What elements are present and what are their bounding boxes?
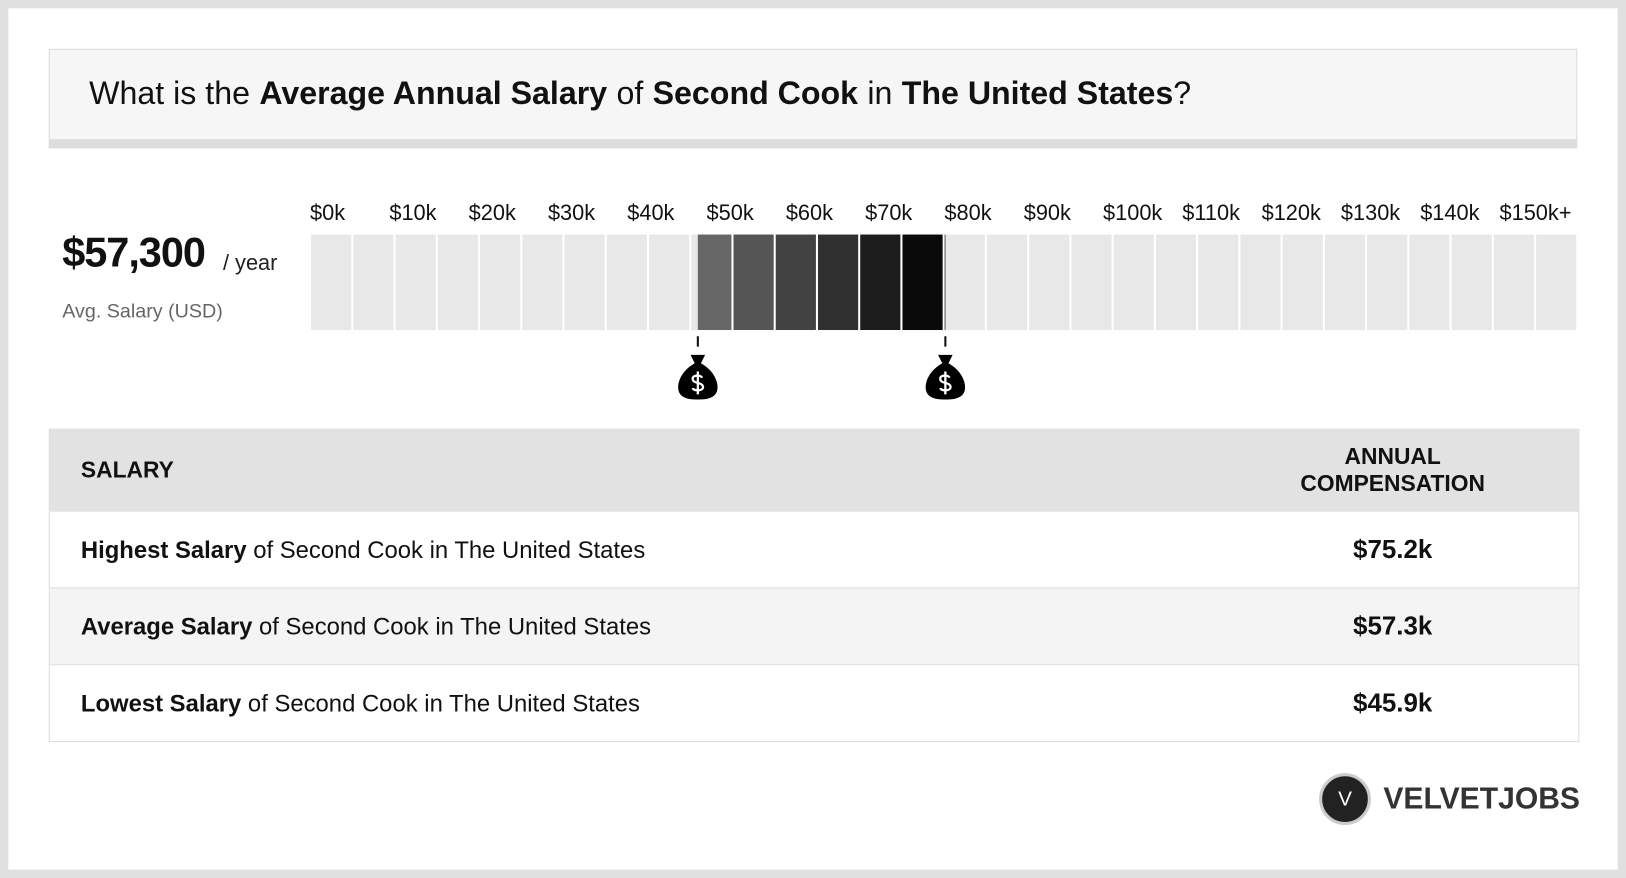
scale-cell <box>1451 234 1492 331</box>
scale-cell <box>311 234 352 331</box>
title-part: ? <box>1173 74 1192 112</box>
tick-label: $20k <box>469 200 516 225</box>
table-header: SALARY ANNUAL COMPENSATION <box>49 429 1579 511</box>
scale-cell <box>1029 234 1070 331</box>
money-bag <box>678 354 718 400</box>
tick-label: $60k <box>786 200 833 225</box>
range-segment <box>860 234 901 331</box>
tick-label: $10k <box>389 200 436 225</box>
tick-label: $40k <box>627 200 674 225</box>
tick-label: $120k <box>1262 200 1321 225</box>
header-cell: ANNUAL COMPENSATION <box>1300 443 1486 497</box>
scale-cell <box>353 234 394 331</box>
tick-label: $100k <box>1103 200 1162 225</box>
title-part: in <box>867 74 893 112</box>
scale-cell <box>1240 234 1281 331</box>
tick-label: $30k <box>548 200 595 225</box>
title-part: The United States <box>901 74 1174 112</box>
avg-caption: Avg. Salary (USD) <box>62 300 223 323</box>
scale-cell <box>480 234 521 331</box>
tick-label: $50k <box>707 200 754 225</box>
range-segment <box>733 234 774 331</box>
scale-cell <box>1536 234 1577 331</box>
scale-cell <box>522 234 563 331</box>
range-segment <box>697 234 732 331</box>
salary-scale: $0k $10k $20k $30k $40k $50k $60k $70k $80k $90k $… <box>310 200 1577 400</box>
title: What is the Average Annual Salary of Second… <box>89 75 1191 112</box>
range-segment <box>817 234 859 331</box>
scale-cell <box>1409 234 1450 331</box>
tick-label: $150k+ <box>1500 200 1572 225</box>
scale-cell <box>1324 234 1366 331</box>
range-segment <box>944 234 946 331</box>
tick-label: $70k <box>865 200 912 225</box>
label-bold: Lowest Salary <box>80 689 242 717</box>
header-cell: SALARY <box>80 456 174 483</box>
label-bold: Highest Salary <box>80 535 247 563</box>
label-rest: of Second Cook in The United States <box>253 535 646 563</box>
tick-label: $140k <box>1420 200 1479 225</box>
label-rest: of Second Cook in The United States <box>247 689 640 717</box>
tick-label: $0k <box>310 200 345 225</box>
scale-cell <box>1367 234 1408 331</box>
title-part: Second Cook <box>652 74 859 112</box>
scale-cell <box>986 234 1028 331</box>
avg-amount: $57,300 <box>62 230 206 277</box>
label-rest: of Second Cook in The United States <box>259 612 652 640</box>
row-label: Lowest Salary of Second Cook in The Unit… <box>81 689 640 717</box>
row-label: Highest Salary of Second Cook in The Uni… <box>81 536 645 564</box>
card: What is the Average Annual Salary of Second… <box>8 8 1618 870</box>
scale-cell <box>1071 234 1112 331</box>
avg-unit: / year <box>222 251 278 276</box>
title-part: Average Annual Salary <box>259 74 608 112</box>
scale-cell <box>1493 234 1534 331</box>
table-row: Average Salary of Second Cook in The Uni… <box>49 587 1579 665</box>
row-label: Average Salary of Second Cook in The Uni… <box>81 612 651 640</box>
scale-cell <box>395 234 436 331</box>
title-part: What is the <box>89 74 250 112</box>
salary-table: SALARY ANNUAL COMPENSATION Highest Salar… <box>48 428 1580 743</box>
money-bag <box>925 354 966 400</box>
title-part: of <box>616 74 644 112</box>
range-segment <box>902 234 943 331</box>
scale-cell <box>1282 234 1323 331</box>
scale-cell <box>1155 234 1197 331</box>
scale-cell <box>1198 234 1239 331</box>
scale-cell <box>606 234 647 331</box>
tick-label: $90k <box>1024 200 1071 225</box>
range-segment <box>775 234 816 331</box>
logo-name: VELVETJOBS <box>1383 782 1580 816</box>
tick-label: $80k <box>944 200 991 225</box>
scale-cell <box>437 234 478 331</box>
row-value: $45.9k <box>1353 688 1433 718</box>
row-value: $75.2k <box>1353 534 1433 564</box>
label-bold: Average Salary <box>80 612 253 640</box>
row-value: $57.3k <box>1353 611 1433 641</box>
table-row: Highest Salary of Second Cook in The Uni… <box>49 510 1579 588</box>
scale-cell <box>649 234 690 331</box>
logo-mark: V <box>1319 773 1371 826</box>
logo: V VELVETJOBS <box>1319 773 1580 827</box>
tick-label: $110k <box>1182 200 1240 225</box>
scale-cell <box>564 234 605 331</box>
header: What is the Average Annual Salary of Second… <box>48 48 1578 149</box>
scale-cell <box>1113 234 1154 331</box>
scale-cell <box>944 234 985 331</box>
table-row: Lowest Salary of Second Cook in The Unit… <box>49 664 1579 741</box>
tick-label: $130k <box>1341 200 1400 225</box>
